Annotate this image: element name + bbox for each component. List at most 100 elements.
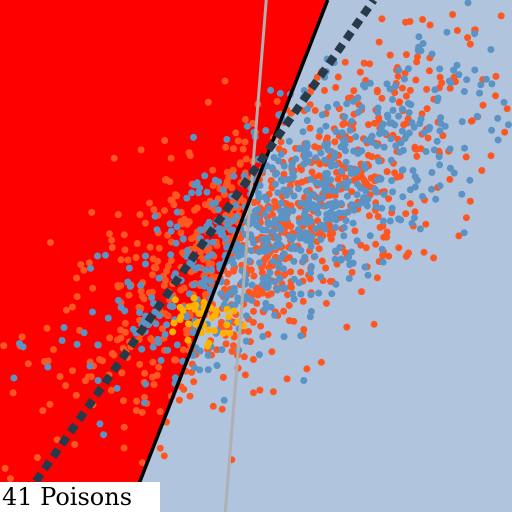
blue-point [447,146,454,153]
blue-point [148,294,155,301]
blue-point [417,225,424,232]
orange-point [424,105,431,112]
blue-point [270,258,277,265]
blue-point [398,139,405,146]
orange-point [241,353,248,360]
orange-point [318,359,325,366]
orange-point [109,244,116,251]
blue-point [384,80,391,87]
blue-point [290,173,297,180]
blue-point [281,285,288,292]
blue-point [395,215,402,222]
orange-point [150,206,157,213]
orange-point [85,373,92,380]
orange-point [136,361,143,368]
blue-point [426,126,433,133]
poison-point [190,302,197,309]
blue-point [231,285,238,292]
blue-point [367,232,374,239]
orange-point [237,161,244,168]
orange-point [73,275,80,282]
orange-point [341,120,348,127]
blue-point [154,226,161,233]
blue-point [218,346,225,353]
orange-point [335,176,342,183]
blue-point [343,159,350,166]
orange-point [414,53,421,60]
blue-point [322,123,329,130]
orange-point [255,291,262,298]
orange-point [492,92,499,99]
blue-point [228,227,235,234]
blue-point [307,238,314,245]
blue-point [130,326,137,333]
blue-point [362,264,369,271]
orange-point [374,274,381,281]
blue-point [306,151,313,158]
orange-point [115,211,122,218]
blue-point [362,188,369,195]
blue-point [388,135,395,142]
blue-point [142,253,149,260]
blue-point [317,223,324,230]
blue-point [343,184,350,191]
orange-point [464,34,471,41]
blue-point [454,62,461,69]
blue-point [488,127,495,134]
blue-point [443,29,450,36]
blue-point [87,363,94,370]
orange-point [358,288,365,295]
orange-point [176,397,183,404]
poison-point [171,320,178,327]
blue-point [315,290,322,297]
blue-point [463,76,470,83]
blue-point [152,213,159,220]
blue-point [291,276,298,283]
poison-point [205,327,212,334]
blue-point [379,246,386,253]
orange-point [50,346,57,353]
blue-point [388,119,395,126]
blue-point [342,136,349,143]
orange-point [71,441,78,448]
blue-point [354,181,361,188]
blue-point [115,297,122,304]
blue-point [331,153,338,160]
blue-point [321,157,328,164]
blue-point [304,230,311,237]
blue-point [350,260,357,267]
orange-point [222,78,229,85]
blue-point [345,254,352,261]
orange-point [19,333,26,340]
orange-point [427,22,434,29]
orange-point [57,373,64,380]
blue-point [289,290,296,297]
poison-point [230,308,237,315]
blue-point [389,188,396,195]
orange-point [426,67,433,74]
blue-point [204,254,211,261]
poison-point [180,307,187,314]
blue-point [81,329,88,336]
orange-point [187,393,194,400]
blue-point [150,344,157,351]
orange-point [232,129,239,136]
blue-point [351,207,358,214]
orange-point [363,244,370,251]
blue-point [190,134,197,141]
blue-point [419,193,426,200]
blue-point [264,284,271,291]
blue-point [281,333,288,340]
blue-point [249,282,256,289]
orange-point [96,356,103,363]
blue-point [290,258,297,265]
orange-point [250,389,257,396]
orange-point [303,365,310,372]
blue-point [341,113,348,120]
blue-point [311,253,318,260]
orange-point [152,265,159,272]
orange-point [319,258,326,265]
blue-point [217,290,224,297]
blue-point [94,341,101,348]
blue-point [138,346,145,353]
